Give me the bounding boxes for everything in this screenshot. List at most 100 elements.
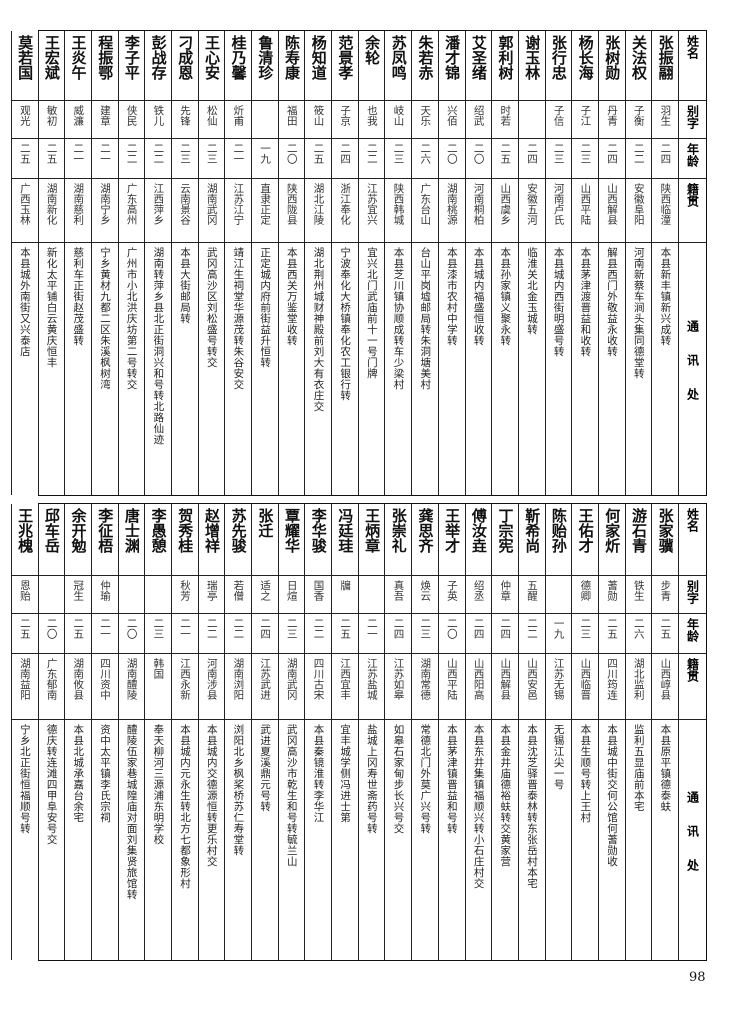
address-cell: 武冈高沙市乾生和号转毓兰山 [279,720,305,960]
native-text: 浙江奉化 [339,183,352,225]
age-cell: 二五 [65,614,91,654]
alias-text: 羽生 [659,105,672,126]
native-text: 湖南武冈 [205,183,218,225]
age-cell: 二三 [198,139,225,179]
person-record: 张行忠 子信 二三 河南卢氏 本县城内西街明盛号转 [544,31,572,495]
header-name: 姓名 [679,504,706,576]
alias-cell: 时若 [492,101,518,139]
alias-text: 适之 [259,580,272,601]
name-cell: 朱若赤 [412,31,438,101]
header-column: 姓名 别字 年龄 籍贯 通讯处 [678,31,706,495]
alias-cell: 羽生 [652,101,678,139]
native-text: 广西玉林 [18,183,31,225]
header-address: 通讯处 [679,243,706,495]
native-text: 湖南攸县 [72,658,85,700]
name-text: 王宏斌 [42,35,61,80]
age-cell: 二二 [225,614,251,654]
name-cell: 张树勋 [598,31,625,101]
age-cell: 二三 [572,614,598,654]
native-text: 广东台山 [419,183,432,225]
native-text: 江西萍乡 [152,183,165,225]
address-text: 临淮关北金玉城转 [525,247,538,335]
native-cell: 湖南武冈 [278,654,305,720]
person-record: 龚思齐 焕云 二三 湖南常德 常德北门外莫广兴号转 [411,504,438,960]
native-text: 湖南醴陵 [125,658,138,700]
alias-text: 先锋 [179,105,192,126]
native-text: 山西解县 [499,658,512,700]
native-text: 湖北监利 [632,658,645,700]
name-cell: 苏凤鸣 [385,31,412,101]
name-cell: 王举才 [438,504,465,576]
native-text: 湖南常德 [419,658,432,700]
native-text: 江西永新 [179,658,192,700]
address-text: 武冈高沙区刘松盛号转交 [205,247,218,368]
address-cell: 本县沈芝驿晋泰林转东张岳村本宅 [519,720,545,960]
native-text: 湖南慈利 [72,183,85,225]
name-cell: 张家骥 [652,504,678,576]
person-record: 王佑才 德卿 二三 山西临晋 本县生顺号转上王村 [571,504,598,960]
name-text: 刁成恩 [176,35,195,80]
person-record: 邱车岳 二〇 广东郁南 德庆转连滩四甲阜安号交 [37,504,65,960]
age-text: 二二 [152,143,165,164]
age-cell: 二六 [625,614,652,654]
alias-cell: 岐山 [385,101,412,139]
header-age: 年龄 [679,139,706,179]
address-text: 盐城上冈寿世斋药号转 [365,724,378,834]
address-text: 武进夏溪鼎元号转 [259,724,272,812]
address-text: 本县孙家镇义聚永转 [499,247,512,346]
native-text: 山西崞县 [659,658,672,700]
native-text: 安徽五河 [525,183,538,225]
header-name: 姓名 [679,31,706,101]
address-cell: 本县生顺号转上王村 [572,720,598,960]
address-cell: 本县城内福盛恒收转 [466,243,492,495]
native-cell: 广西玉林 [11,179,38,243]
native-text: 云南景谷 [179,183,192,225]
native-text: 湖南浏阳 [232,658,245,700]
person-record: 陈寿康 福田 二〇 陕西陇县 本县西关万鉴堂收转 [277,31,305,495]
alias-text: 岐山 [392,105,405,126]
address-text: 新化太平铺白云黄庆恒丰 [45,247,58,368]
native-text: 山西平陆 [579,183,592,225]
person-record: 李子平 侠民 二二 广东高州 广州市小北洪庆坊第二号转交 [117,31,145,495]
alias-cell: 绍丞 [465,576,492,614]
age-text: 二四 [339,143,352,164]
alias-cell: 仲瑜 [91,576,118,614]
name-text: 程振鄂 [96,35,115,80]
age-text: 二三 [579,143,592,164]
alias-text: 天乐 [419,105,432,126]
age-cell: 二五 [652,614,678,654]
alias-cell [518,101,545,139]
name-text: 何家炘 [603,508,622,553]
age-text: 二四 [606,143,619,164]
person-record: 刁成恩 先锋 二三 云南景谷 本县大街邮局转 [170,31,198,495]
address-text: 台山平岗墟邮局转朱洞塘美村 [419,247,432,390]
alias-text: 福田 [285,105,298,126]
address-text: 如皋石家甸步长兴号交 [392,724,405,834]
name-text: 王兆槐 [16,508,35,553]
age-cell: 二三 [545,139,572,179]
address-text: 本县北城承嘉台余宅 [72,724,85,823]
name-text: 李征梧 [96,508,115,553]
alias-cell: 兴佰 [438,101,465,139]
name-text: 李华骏 [309,508,328,553]
address-cell: 宁波奉化大桥镇奉化农工银行转 [332,243,358,495]
name-text: 张树勋 [603,35,622,80]
native-text: 四川古宋 [312,658,325,700]
name-text: 莫若国 [16,35,35,80]
alias-cell: 若僧 [225,576,251,614]
name-text: 苏凤鸣 [389,35,408,80]
age-text: 二四 [525,143,538,164]
alias-text: 子衡 [632,105,645,126]
alias-cell: 焕云 [412,576,438,614]
alias-cell [252,101,278,139]
name-cell: 冯廷珪 [332,504,358,576]
name-cell: 潘才锦 [438,31,465,101]
name-cell: 彭战存 [145,31,171,101]
name-text: 丁宗宪 [496,508,515,553]
alias-cell [545,576,572,614]
age-text: 二四 [392,618,405,639]
person-record: 王举才 子英 二〇 山西平陆 本县茅津镇晋益和号转 [437,504,465,960]
name-text: 唐士渊 [122,508,141,553]
native-cell: 湖北监利 [625,654,652,720]
name-cell: 王心安 [198,31,225,101]
